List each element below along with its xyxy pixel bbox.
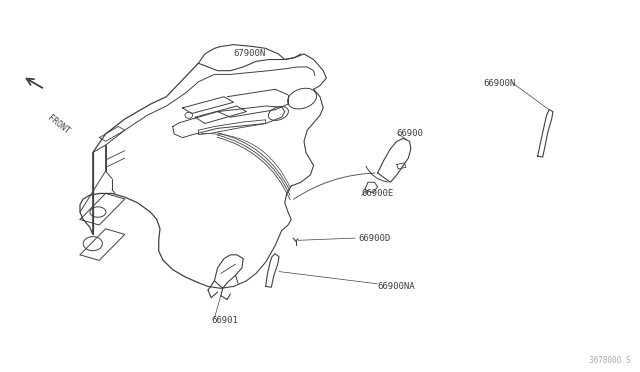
Text: 66900NA: 66900NA (378, 282, 415, 291)
Text: 66900D: 66900D (358, 234, 390, 243)
Text: 3678000 S: 3678000 S (589, 356, 630, 365)
Text: 66900: 66900 (397, 129, 424, 138)
Text: FRONT: FRONT (46, 113, 71, 136)
Text: 66900N: 66900N (483, 79, 515, 88)
Text: 66901: 66901 (211, 316, 238, 325)
Text: 67900N: 67900N (234, 49, 266, 58)
Text: 66900E: 66900E (362, 189, 394, 198)
